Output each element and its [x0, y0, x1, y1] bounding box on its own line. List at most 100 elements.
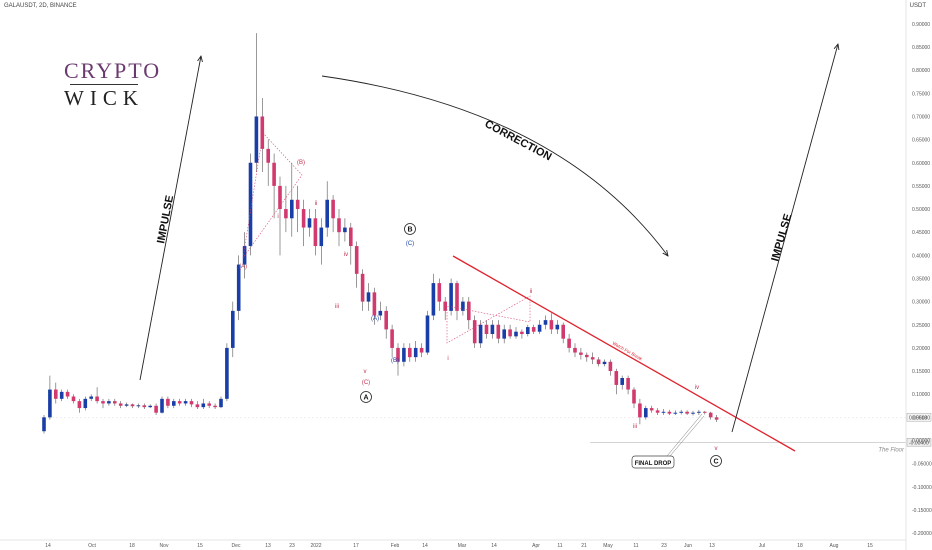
- wave-label-ii: ii: [315, 201, 318, 207]
- candle-body: [295, 199, 300, 210]
- candle-body: [673, 412, 678, 414]
- candle-body: [83, 398, 88, 409]
- x-tick-label: Nov: [160, 543, 169, 549]
- wave-a-circle: [360, 391, 372, 403]
- candles-group: [42, 33, 719, 434]
- candle-body: [579, 352, 583, 355]
- wave-label-ii-2: ii: [530, 289, 533, 295]
- candle-body: [484, 324, 489, 335]
- candle-body: [390, 329, 394, 348]
- wave-label-c-sub: (C): [362, 380, 370, 386]
- y-tick-label: -0.20000: [912, 531, 932, 537]
- candle-body: [254, 116, 259, 163]
- candle-body: [490, 324, 495, 335]
- candle-body: [95, 396, 99, 402]
- candle-body: [514, 331, 518, 337]
- candle-body: [555, 324, 560, 330]
- candle-body: [183, 401, 188, 404]
- candle-body: [443, 301, 447, 311]
- final-drop-label: FINAL DROP: [635, 461, 672, 467]
- candle-body: [42, 417, 46, 432]
- candle-body: [384, 310, 388, 330]
- wave-label-b-sub: (B): [297, 160, 305, 166]
- y-tick-label: 0.45000: [912, 230, 930, 236]
- candle-body: [585, 354, 589, 358]
- triangle-pattern-1: [242, 132, 303, 259]
- y-axis: 0.90000 0.85000 0.80000 0.75000 0.70000 0.650…: [905, 0, 932, 550]
- resistance-trendline: [452, 255, 796, 452]
- y-tick-label: 0.70000: [912, 114, 930, 120]
- x-tick-label: 18: [129, 543, 135, 549]
- candle-body: [148, 405, 152, 408]
- candle-body: [714, 417, 719, 420]
- wave-label-iv-2: iv: [695, 385, 699, 391]
- candle-body: [655, 410, 660, 413]
- y-tick-label: 0.60000: [912, 161, 930, 167]
- candle-body: [118, 403, 123, 406]
- wave-label-v: v: [364, 369, 367, 375]
- candle-body: [543, 320, 548, 325]
- candle-body: [213, 405, 217, 408]
- candle-body: [278, 185, 282, 210]
- x-tick-label: 14: [45, 543, 51, 549]
- candle-body: [520, 331, 524, 335]
- candle-body: [142, 405, 147, 408]
- wave-label-c-sub-2: (C): [406, 241, 414, 247]
- x-tick-label: 23: [289, 543, 295, 549]
- candle-body: [561, 324, 565, 339]
- candle-body: [508, 329, 512, 337]
- x-tick-label: 11: [633, 543, 638, 549]
- candle-body: [331, 199, 335, 219]
- x-tick-label: 15: [867, 543, 873, 549]
- logo-line-1: CRYPTO: [64, 58, 162, 83]
- x-tick-label: 14: [422, 543, 428, 549]
- candle-body: [354, 246, 359, 274]
- candle-body: [284, 209, 288, 219]
- candle-body: [708, 412, 713, 418]
- price-tag: -0.00400: [909, 440, 929, 446]
- y-tick-label: 0.55000: [912, 184, 930, 190]
- crypto-wick-logo: CRYPTO WICK: [64, 58, 162, 110]
- wave-b-label: B: [407, 227, 412, 234]
- wave-b-circle: [404, 223, 416, 235]
- candle-body: [343, 227, 347, 233]
- wave-a-label: A: [363, 395, 368, 402]
- candle-body: [402, 347, 406, 362]
- candle-body: [413, 347, 418, 358]
- candle-body: [54, 389, 58, 399]
- candle-body: [638, 403, 642, 418]
- y-tick-label: 0.00000: [912, 438, 930, 444]
- candle-body: [703, 411, 707, 413]
- candle-body: [89, 396, 93, 399]
- candle-body: [272, 162, 276, 186]
- candle-body: [649, 408, 654, 411]
- x-tick-label: Jul: [759, 543, 765, 549]
- wave-label-a-sub: (A): [239, 264, 247, 270]
- candle-body: [325, 199, 329, 228]
- candle-body: [449, 283, 453, 311]
- candle-body: [620, 377, 624, 385]
- candle-body: [425, 315, 430, 353]
- candle-body: [172, 401, 176, 406]
- candle-body: [537, 324, 542, 332]
- candle-body: [154, 405, 158, 413]
- candle-body: [496, 324, 501, 339]
- x-tick-label: 14: [491, 543, 497, 549]
- candle-body: [124, 404, 129, 406]
- candle-body: [107, 401, 111, 404]
- candle-body: [531, 327, 536, 332]
- candle-body: [596, 359, 601, 365]
- candle-body: [219, 398, 223, 408]
- candle-body: [101, 401, 105, 404]
- final-drop-pointer-2: [669, 415, 705, 457]
- candle-body: [526, 327, 530, 335]
- candle-body: [207, 403, 211, 406]
- correction-arrow: [321, 75, 668, 256]
- candle-body: [472, 320, 477, 344]
- price-tag-box: [906, 413, 932, 422]
- candle-body: [461, 301, 465, 311]
- candle-body: [166, 398, 170, 406]
- candle-body: [549, 320, 554, 330]
